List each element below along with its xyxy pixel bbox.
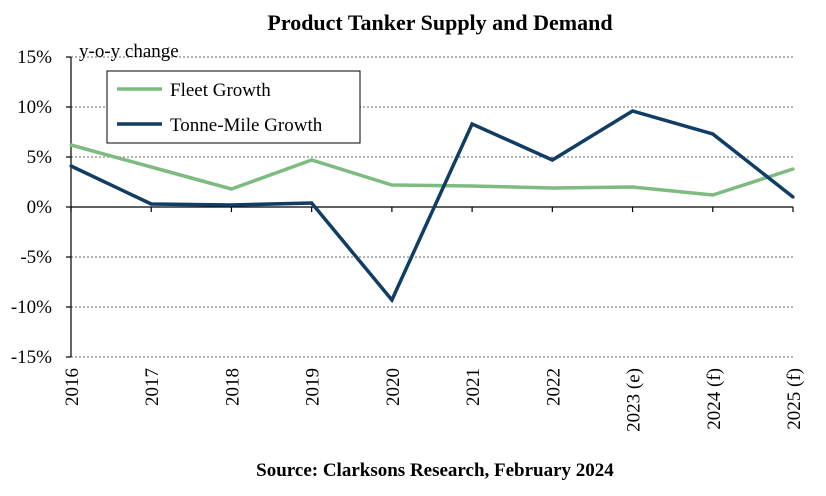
y-axis-label: y-o-y change bbox=[79, 41, 179, 62]
data-point-tonne-mile-growth bbox=[711, 132, 715, 136]
y-tick-label: 5% bbox=[27, 147, 53, 168]
y-tick-label: -10% bbox=[11, 297, 52, 318]
chart-title: Product Tanker Supply and Demand bbox=[267, 10, 612, 35]
x-tick-label: 2016 bbox=[62, 368, 83, 406]
y-tick-label: 15% bbox=[17, 47, 52, 68]
x-tick-label: 2022 bbox=[543, 368, 564, 406]
data-point-fleet-growth bbox=[711, 193, 715, 197]
series-line-fleet-growth bbox=[70, 143, 794, 197]
data-point-tonne-mile-growth bbox=[630, 109, 635, 113]
x-tick-label: 2017 bbox=[142, 368, 163, 406]
data-point-tonne-mile-growth bbox=[69, 164, 73, 168]
y-tick-label: 0% bbox=[27, 197, 53, 218]
legend-box bbox=[106, 70, 361, 144]
series-line-tonne-mile-growth bbox=[70, 109, 795, 304]
data-point-fleet-growth bbox=[630, 185, 635, 189]
data-point-fleet-growth bbox=[550, 186, 554, 190]
y-tick-label: -15% bbox=[11, 347, 52, 368]
x-tick-label: 2024 (f) bbox=[704, 368, 725, 430]
data-point-fleet-growth bbox=[470, 184, 474, 188]
x-tick-label: 2020 bbox=[383, 368, 404, 406]
data-point-tonne-mile-growth bbox=[390, 298, 394, 302]
data-point-tonne-mile-growth bbox=[310, 201, 314, 205]
y-tick-label: -5% bbox=[20, 247, 52, 268]
data-point-tonne-mile-growth bbox=[470, 122, 474, 126]
y-tick-label: 10% bbox=[17, 97, 52, 118]
legend-label-tonne-mile-growth: Tonne-Mile Growth bbox=[170, 115, 323, 136]
y-tick-labels: 15% 10% 5% 0% -5% -10% -15% bbox=[11, 47, 52, 368]
x-tick-label: 2018 bbox=[222, 368, 243, 406]
data-point-fleet-growth bbox=[791, 167, 795, 171]
axes bbox=[66, 56, 794, 358]
x-tick-label: 2019 bbox=[303, 368, 324, 406]
data-point-fleet-growth bbox=[69, 143, 73, 147]
legend: Fleet Growth Tonne-Mile Growth bbox=[106, 70, 361, 144]
source-note: Source: Clarksons Research, February 202… bbox=[256, 460, 614, 481]
data-point-tonne-mile-growth bbox=[550, 158, 554, 162]
data-point-fleet-growth bbox=[149, 165, 153, 169]
series-lines bbox=[69, 109, 795, 304]
legend-label-fleet-growth: Fleet Growth bbox=[170, 80, 271, 101]
x-tick-label: 2021 bbox=[463, 368, 484, 406]
data-point-fleet-growth bbox=[390, 183, 394, 187]
data-point-tonne-mile-growth bbox=[149, 202, 153, 206]
data-point-tonne-mile-growth bbox=[229, 203, 234, 207]
x-tick-label: 2025 (f) bbox=[784, 368, 805, 430]
data-point-fleet-growth bbox=[229, 187, 234, 191]
x-tick-label: 2023 (e) bbox=[624, 368, 645, 432]
x-tick-labels: 2016 2017 2018 2019 2020 2021 2022 2023 (e) 2024… bbox=[62, 368, 805, 432]
data-point-fleet-growth bbox=[310, 158, 314, 162]
data-point-tonne-mile-growth bbox=[791, 195, 795, 199]
